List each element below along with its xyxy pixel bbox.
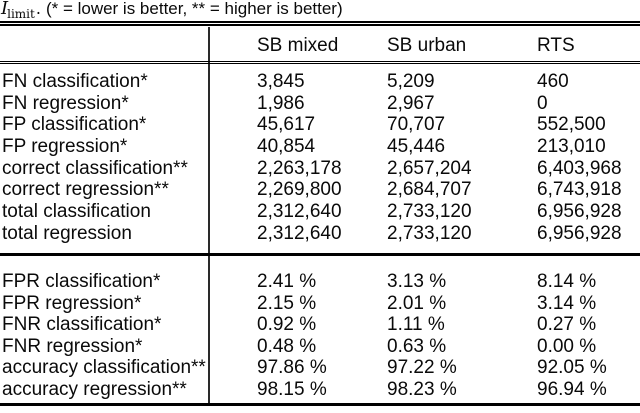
cell-rts: 92.05 %: [537, 357, 607, 378]
cell-sb-urban: 2,733,120: [387, 201, 472, 223]
cell-sb-mixed: 1,986: [257, 92, 305, 114]
cell-sb-urban: 98.23 %: [387, 378, 457, 400]
cell-rts: 552,500: [537, 114, 606, 136]
cell-rts: 8.14 %: [537, 271, 597, 292]
table-row: FP classification* 45,617 70,707 552,500: [0, 114, 640, 136]
cell-rts: 6,956,928: [537, 222, 622, 244]
table-row: FN regression* 1,986 2,967 0: [0, 93, 640, 115]
row-label: accuracy regression**: [2, 378, 187, 400]
col-header-rts: RTS: [537, 35, 575, 56]
cell-sb-mixed: 2.15 %: [257, 292, 317, 314]
cell-sb-mixed: 98.15 %: [257, 378, 327, 400]
table-row: FPR regression* 2.15 % 2.01 % 3.14 %: [0, 293, 640, 315]
table-row: correct classification** 2,263,178 2,657…: [0, 158, 640, 180]
cell-sb-mixed: 45,617: [257, 114, 316, 136]
cell-sb-mixed: 2,312,640: [257, 222, 342, 244]
cell-sb-urban: 2,967: [387, 92, 435, 114]
cell-rts: 6,743,918: [537, 179, 622, 201]
col-header-sb-mixed: SB mixed: [257, 35, 339, 56]
cell-sb-mixed: 2,263,178: [257, 157, 342, 179]
col-header-sb-urban: SB urban: [387, 35, 467, 56]
row-label: FN classification*: [2, 71, 148, 92]
table-row: FN classification* 3,845 5,209 460: [0, 71, 640, 93]
row-label: FPR regression*: [2, 292, 142, 314]
cell-sb-urban: 70,707: [387, 114, 446, 136]
table-row: FPR classification* 2.41 % 3.13 % 8.14 %: [0, 271, 640, 293]
row-label: total regression: [2, 222, 132, 244]
table-caption: Ilimit. (* = lower is better, ** = higher…: [1, 0, 343, 21]
cell-sb-urban: 3.13 %: [387, 271, 447, 292]
table-row: FNR regression* 0.48 % 0.63 % 0.00 %: [0, 336, 640, 358]
cell-sb-mixed: 40,854: [257, 136, 316, 158]
cell-rts: 6,956,928: [537, 201, 622, 223]
row-label: correct classification**: [2, 157, 188, 179]
table-row: total classification 2,312,640 2,733,120…: [0, 201, 640, 223]
cell-sb-urban: 45,446: [387, 136, 446, 158]
header-row: SB mixed SB urban RTS: [0, 34, 640, 58]
cell-sb-urban: 2.01 %: [387, 292, 447, 314]
row-label: FNR classification*: [2, 314, 162, 335]
cell-sb-urban: 2,684,707: [387, 179, 472, 201]
cell-sb-urban: 1.11 %: [387, 314, 445, 335]
rates-section: FPR classification* 2.41 % 3.13 % 8.14 %…: [0, 271, 640, 400]
row-label: FP classification*: [2, 114, 147, 136]
table-row: total regression 2,312,640 2,733,120 6,9…: [0, 223, 640, 245]
cell-sb-urban: 2,733,120: [387, 222, 472, 244]
row-label: FNR regression*: [2, 335, 143, 357]
row-label: FPR classification*: [2, 271, 161, 292]
counts-section: FN classification* 3,845 5,209 460 FN re…: [0, 71, 640, 245]
cell-rts: 0.00 %: [537, 335, 597, 357]
table-row: correct regression** 2,269,800 2,684,707…: [0, 179, 640, 201]
section-divider-rule: [0, 253, 640, 256]
row-label: correct regression**: [2, 179, 169, 201]
table-row: FNR classification* 0.92 % 1.11 % 0.27 %: [0, 314, 640, 336]
cell-rts: 3.14 %: [537, 292, 597, 314]
header-rule: [0, 61, 640, 64]
cell-sb-mixed: 2.41 %: [257, 271, 317, 292]
row-label: FP regression*: [2, 136, 128, 158]
column-separator-line: [208, 27, 210, 403]
cell-sb-mixed: 2,269,800: [257, 179, 342, 201]
table-row: FP regression* 40,854 45,446 213,010: [0, 136, 640, 158]
caption-math-subscript: limit: [7, 7, 35, 21]
table-row: accuracy classification** 97.86 % 97.22 …: [0, 357, 640, 379]
cell-rts: 460: [537, 71, 569, 92]
cell-sb-urban: 2,657,204: [387, 157, 472, 179]
cell-rts: 0.27 %: [537, 314, 597, 335]
cell-rts: 0: [537, 92, 548, 114]
cell-sb-mixed: 0.92 %: [257, 314, 317, 335]
cell-sb-urban: 0.63 %: [387, 335, 447, 357]
row-label: total classification: [2, 201, 151, 223]
caption-note: (* = lower is better, ** = higher is bet…: [45, 0, 343, 18]
cell-rts: 96.94 %: [537, 378, 607, 400]
caption-math-symbol: I: [1, 0, 9, 19]
row-label: FN regression*: [2, 92, 129, 114]
cell-rts: 6,403,968: [537, 157, 622, 179]
cell-sb-mixed: 0.48 %: [257, 335, 317, 357]
caption-period: .: [35, 0, 41, 18]
cell-sb-mixed: 97.86 %: [257, 357, 327, 378]
row-label: accuracy classification**: [2, 357, 206, 378]
cell-sb-urban: 5,209: [387, 71, 435, 92]
cell-sb-mixed: 3,845: [257, 71, 305, 92]
top-rule: [0, 21, 640, 26]
cell-sb-mixed: 2,312,640: [257, 201, 342, 223]
cell-sb-urban: 97.22 %: [387, 357, 457, 378]
cell-rts: 213,010: [537, 136, 606, 158]
bottom-rule: [0, 403, 640, 406]
table-row: accuracy regression** 98.15 % 98.23 % 96…: [0, 379, 640, 401]
